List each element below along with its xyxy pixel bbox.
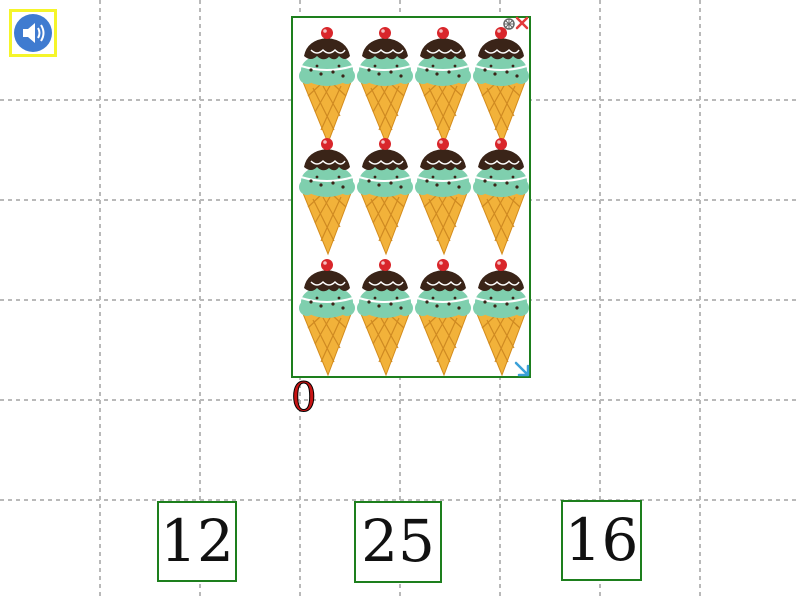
ice-cream-cone-icon (413, 258, 473, 378)
rotate-icon[interactable] (502, 16, 516, 30)
ice-cream-cone-icon (413, 26, 473, 146)
ice-cream-cone-icon (471, 137, 531, 257)
answer-choice-25[interactable]: 25 (354, 501, 442, 583)
ice-cream-cone-icon (297, 26, 357, 146)
answer-choice-12[interactable]: 12 (157, 501, 237, 582)
ice-cream-cone-icon (413, 137, 473, 257)
ice-cream-cone-icon (355, 137, 415, 257)
resize-arrow-icon[interactable] (513, 360, 533, 380)
ice-cream-cone-icon (471, 26, 531, 146)
audio-button[interactable] (9, 9, 57, 57)
ice-cream-cone-icon (355, 258, 415, 378)
ice-cream-picture-card[interactable] (291, 16, 531, 378)
ice-cream-cone-icon (355, 26, 415, 146)
count-label: 0 (290, 375, 317, 422)
answer-choice-16[interactable]: 16 (561, 500, 642, 581)
ice-cream-cone-icon (297, 258, 357, 378)
ice-cream-cone-icon (297, 137, 357, 257)
close-icon[interactable] (515, 15, 529, 30)
speaker-icon (14, 14, 52, 52)
